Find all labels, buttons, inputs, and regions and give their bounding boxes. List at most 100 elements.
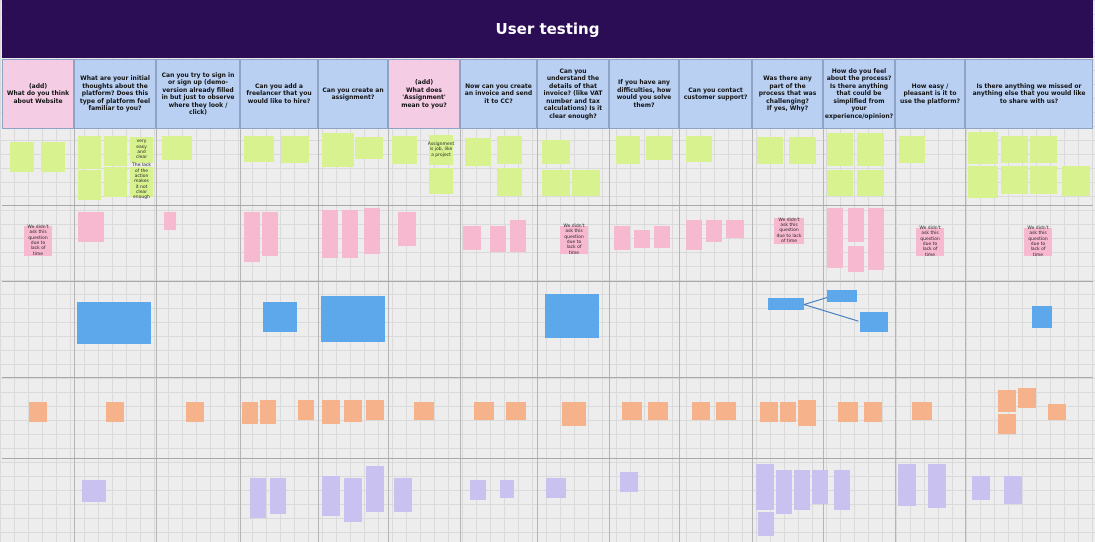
sticky-note[interactable]	[497, 136, 522, 164]
sticky-note[interactable]	[760, 402, 778, 422]
sticky-note[interactable]	[344, 478, 362, 522]
sticky-note[interactable]	[572, 170, 600, 196]
sticky-note[interactable]	[322, 400, 340, 424]
sticky-note[interactable]	[394, 478, 412, 512]
sticky-note[interactable]	[686, 136, 712, 162]
sticky-note[interactable]	[1030, 136, 1057, 163]
sticky-note[interactable]	[242, 402, 258, 424]
sticky-note[interactable]: We didn't ask this question due to lack …	[1024, 226, 1052, 258]
sticky-note[interactable]	[10, 142, 34, 172]
sticky-note[interactable]	[104, 167, 127, 197]
sticky-note[interactable]	[812, 470, 828, 504]
sticky-note[interactable]	[322, 133, 354, 167]
sticky-note[interactable]: We didn't ask this question due to lack …	[560, 224, 588, 256]
sticky-note[interactable]	[366, 466, 384, 512]
sticky-note[interactable]	[322, 210, 338, 258]
sticky-note[interactable]	[29, 402, 47, 422]
sticky-note[interactable]	[827, 170, 853, 196]
sticky-note[interactable]: We didn't ask this question due to lack …	[24, 225, 52, 257]
sticky-note[interactable]	[798, 400, 816, 426]
sticky-note[interactable]	[838, 402, 858, 422]
sticky-note[interactable]	[298, 400, 314, 420]
sticky-note[interactable]	[1004, 476, 1022, 504]
sticky-note[interactable]	[789, 137, 816, 164]
sticky-note[interactable]	[912, 402, 932, 420]
sticky-note[interactable]: We didn't ask this question due to lack …	[916, 226, 944, 258]
sticky-note[interactable]	[392, 136, 417, 164]
sticky-note[interactable]	[827, 208, 843, 268]
sticky-note[interactable]	[968, 132, 998, 164]
sticky-note[interactable]	[634, 230, 650, 248]
sticky-note[interactable]	[542, 140, 570, 164]
sticky-note[interactable]	[857, 133, 884, 166]
sticky-note[interactable]	[928, 464, 946, 508]
sticky-note[interactable]	[899, 136, 925, 163]
sticky-note[interactable]	[78, 170, 101, 200]
sticky-note[interactable]	[77, 302, 151, 344]
sticky-note[interactable]	[827, 290, 857, 302]
sticky-note[interactable]	[262, 212, 278, 256]
sticky-note[interactable]	[646, 136, 672, 160]
sticky-note[interactable]: Assignment is job, like a project	[428, 135, 454, 165]
sticky-note[interactable]	[1001, 136, 1028, 163]
sticky-note[interactable]	[998, 390, 1016, 412]
sticky-note[interactable]	[244, 212, 260, 262]
sticky-note[interactable]: very easy and clear	[130, 137, 153, 163]
sticky-note[interactable]	[281, 136, 309, 163]
sticky-note[interactable]	[614, 226, 630, 250]
sticky-note[interactable]	[794, 470, 810, 510]
sticky-note[interactable]	[726, 220, 744, 238]
sticky-note[interactable]	[620, 472, 638, 492]
sticky-note[interactable]	[321, 296, 385, 342]
sticky-note[interactable]	[827, 133, 853, 166]
sticky-note[interactable]	[998, 414, 1016, 434]
sticky-note[interactable]	[654, 226, 670, 248]
sticky-note[interactable]	[164, 212, 176, 230]
sticky-note[interactable]	[1048, 404, 1066, 420]
sticky-note[interactable]	[510, 220, 526, 252]
sticky-note[interactable]	[82, 480, 106, 502]
sticky-note[interactable]	[186, 402, 204, 422]
sticky-note[interactable]	[768, 298, 804, 310]
sticky-note[interactable]	[500, 480, 514, 498]
sticky-note[interactable]	[244, 136, 274, 162]
sticky-note[interactable]	[546, 478, 566, 498]
sticky-note[interactable]	[562, 402, 586, 426]
sticky-note[interactable]	[848, 246, 864, 272]
sticky-note[interactable]	[355, 137, 383, 159]
sticky-note[interactable]	[162, 136, 192, 160]
sticky-note[interactable]	[1062, 166, 1090, 196]
sticky-note[interactable]	[490, 226, 506, 252]
sticky-note[interactable]	[470, 480, 486, 500]
sticky-note[interactable]	[757, 137, 783, 164]
sticky-note[interactable]	[78, 136, 101, 169]
sticky-note[interactable]	[260, 400, 276, 424]
sticky-note[interactable]	[263, 302, 297, 332]
sticky-note[interactable]	[834, 470, 850, 510]
sticky-note[interactable]	[474, 402, 494, 420]
sticky-note[interactable]	[41, 142, 65, 172]
sticky-note[interactable]	[398, 212, 416, 246]
sticky-note[interactable]	[716, 402, 736, 420]
sticky-note[interactable]	[972, 476, 990, 500]
sticky-note[interactable]	[270, 478, 286, 514]
sticky-note[interactable]	[968, 166, 998, 198]
sticky-note[interactable]	[780, 402, 796, 422]
sticky-note[interactable]	[1018, 388, 1036, 408]
sticky-note[interactable]	[706, 220, 722, 242]
sticky-note[interactable]	[756, 464, 774, 510]
sticky-note[interactable]	[1030, 166, 1057, 194]
sticky-note[interactable]	[686, 220, 702, 250]
sticky-note[interactable]	[342, 210, 358, 258]
sticky-note[interactable]	[864, 402, 882, 422]
sticky-note[interactable]	[250, 478, 266, 518]
sticky-note[interactable]	[104, 136, 127, 166]
sticky-note[interactable]	[776, 470, 792, 514]
sticky-note[interactable]	[106, 402, 124, 422]
sticky-note[interactable]	[429, 168, 453, 194]
sticky-note[interactable]	[868, 208, 884, 270]
sticky-note[interactable]	[1001, 166, 1028, 194]
sticky-note[interactable]	[465, 138, 491, 166]
sticky-note[interactable]	[364, 208, 380, 254]
sticky-note[interactable]	[78, 212, 104, 242]
